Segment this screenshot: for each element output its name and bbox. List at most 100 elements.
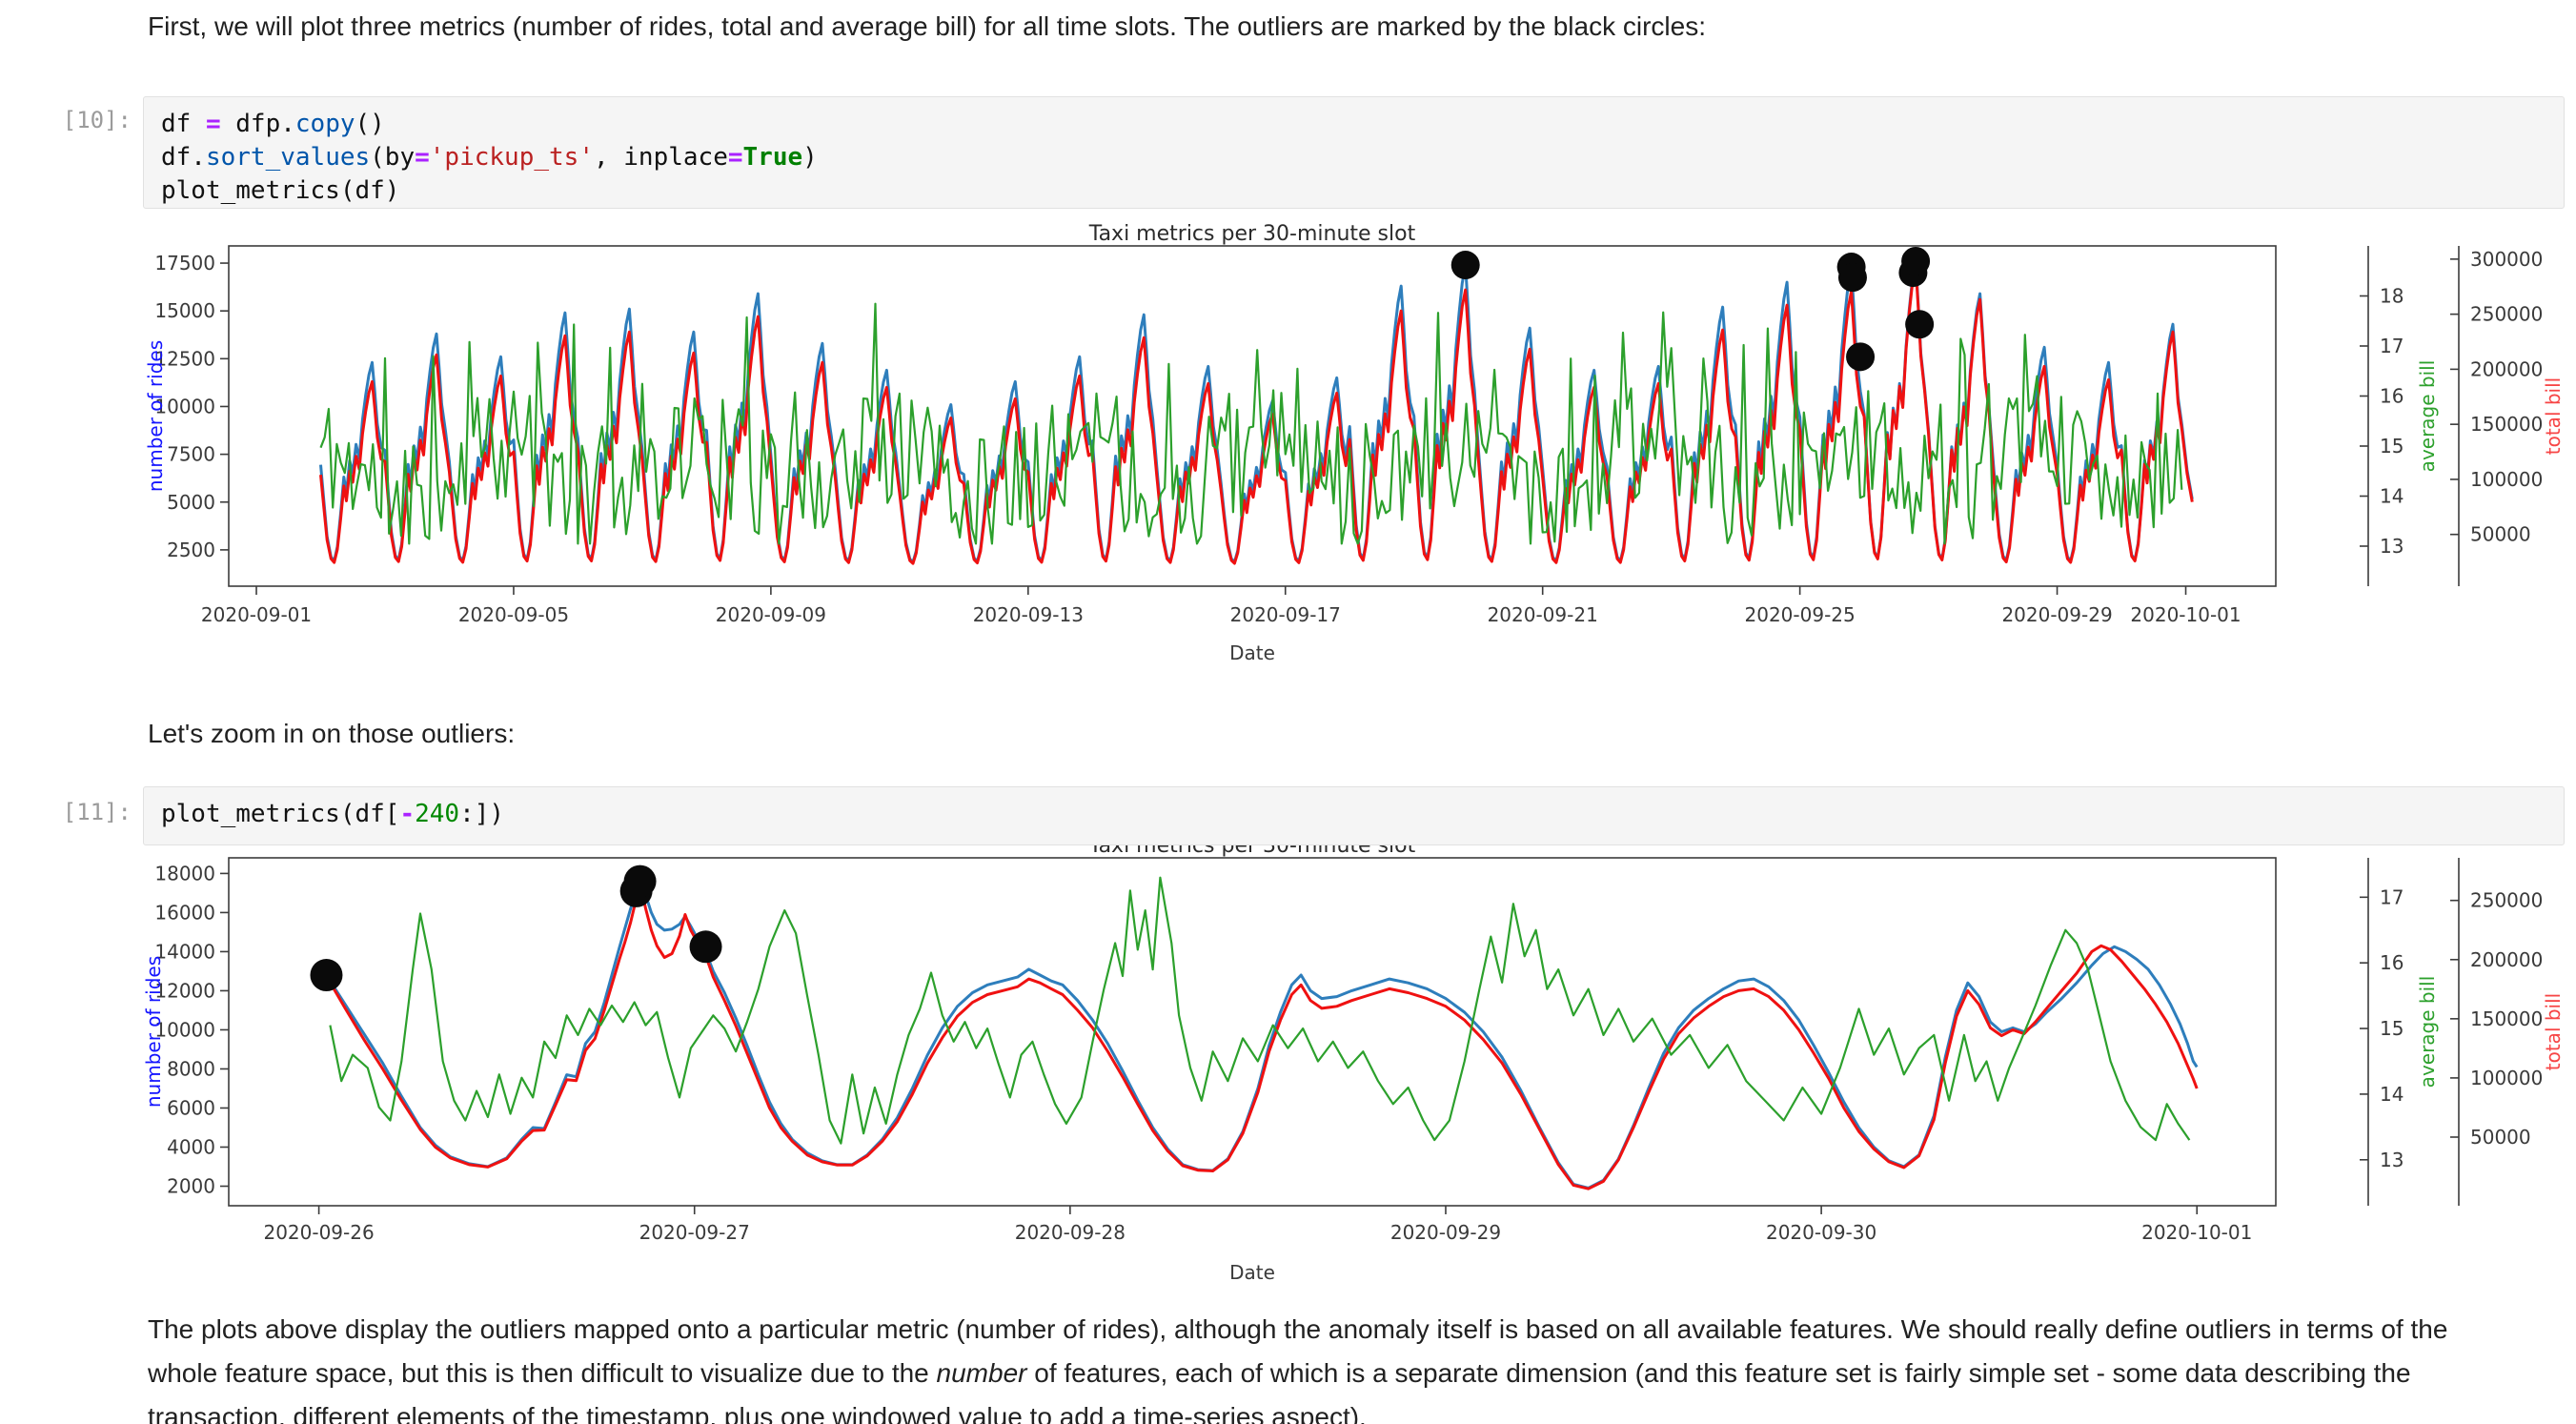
x-tick-label: 2020-09-21 [1488,603,1598,626]
y-tick-label: 10000 [154,395,215,417]
code-line: df.sort_values(by='pickup_ts', inplace=T… [161,143,818,172]
x-tick-label: 2020-09-01 [201,603,312,626]
y-tick-label: 15 [2380,435,2404,458]
chart-title: Taxi metrics per 30-minute slot [1088,222,1416,246]
outlier-dot [1898,258,1928,288]
cell-10-execution-prompt: [10]: [62,107,132,133]
y-tick-label: 14000 [154,940,215,963]
code-line: plot_metrics(df[-240:]) [161,800,505,828]
outlier-dot [1450,251,1480,280]
rides-axis: 2000 4000 6000 8000 10000 12000 14000 16000 1800… [142,862,229,1197]
y-tick-label: 18 [2380,285,2404,308]
y-tick-label: 13 [2380,1149,2404,1171]
y-tick-label: 6000 [167,1096,215,1119]
closing-paragraph-part1: The plots above display the outliers map… [148,1314,2448,1388]
x-tick-label: 2020-09-29 [2001,603,2112,626]
x-tick-label: 2020-09-29 [1390,1221,1501,1244]
y-tick-label: 150000 [2470,413,2543,436]
series-number-of-rides [319,259,2194,564]
x-tick-label: 2020-09-27 [639,1221,750,1244]
y-tick-label: 17 [2380,885,2404,908]
outlier-dot [310,959,343,992]
plot-frame [228,857,2277,1207]
outlier-markers [1450,247,1935,372]
y-tick-label: 250000 [2470,303,2543,326]
x-tick-label: 2020-09-26 [263,1221,374,1244]
y-tick-label: 16 [2380,951,2404,974]
series-number-of-rides [325,880,2199,1190]
y-tick-label: 150000 [2470,1007,2543,1030]
x-axis-label: Date [1229,641,1275,664]
y-tick-label: 200000 [2470,948,2543,971]
outlier-dot [1901,247,1931,276]
y-tick-label: 2000 [167,1174,215,1197]
x-tick-label: 2020-09-05 [458,603,569,626]
rides-axis-label: number of rides [142,956,165,1108]
y-tick-label: 5000 [167,491,215,514]
avg-axis-label: average bill [2416,360,2439,473]
y-tick-label: 50000 [2470,1126,2531,1149]
x-tick-label: 2020-09-09 [716,603,826,626]
x-axis-label: Date [1229,1261,1275,1284]
y-tick-label: 15000 [154,299,215,322]
y-tick-label: 250000 [2470,889,2543,912]
code-line: df = dfp.copy() [161,110,385,138]
avg-axis: 13 14 15 16 17 18 average bill [2360,246,2439,586]
outlier-dot [689,930,722,964]
code-line: plot_metrics(df) [161,176,400,205]
x-tick-label: 2020-09-28 [1015,1221,1126,1244]
series-average-bill [329,876,2191,1145]
closing-paragraph-part2: of features, each of which is a separate… [148,1358,2411,1424]
total-axis-label: total bill [2542,993,2565,1070]
x-tick-label: 2020-09-13 [973,603,1084,626]
markdown-zoom-note: Let's zoom in on those outliers: [148,719,516,748]
y-tick-label: 12500 [154,347,215,370]
x-axis: 2020-09-01 2020-09-05 2020-09-09 2020-09-13… [201,586,2241,664]
rides-axis-label: number of rides [144,340,167,492]
y-tick-label: 8000 [167,1057,215,1080]
y-tick-label: 100000 [2470,1067,2543,1089]
x-tick-label: 2020-09-17 [1230,603,1341,626]
y-tick-label: 12000 [154,979,215,1002]
y-tick-label: 300000 [2470,248,2543,271]
rides-axis: 2500 5000 7500 10000 12500 15000 17500 number o… [144,252,229,561]
series-average-bill [319,302,2183,545]
y-tick-label: 100000 [2470,468,2543,491]
y-tick-label: 17500 [154,252,215,275]
total-axis: 50000 100000 150000 200000 250000 total bill [2450,858,2565,1206]
y-tick-label: 16000 [154,901,215,924]
outlier-dot [1846,342,1876,372]
closing-paragraph-italic-word: number [936,1358,1027,1388]
outlier-dot [1905,310,1935,339]
outlier-dot [1836,253,1866,282]
cell-10-code-editor[interactable]: df = dfp.copy() df.sort_values(by='pickup… [143,96,2565,209]
y-tick-label: 50000 [2470,523,2531,546]
markdown-intro: First, we will plot three metrics (numbe… [148,11,1706,41]
avg-axis-label: average bill [2416,976,2439,1088]
y-tick-label: 2500 [167,539,215,561]
cell-11-execution-prompt: [11]: [62,799,132,825]
chart-output-2: Taxi metrics per 30-minute slot2020-09-2… [142,834,2565,1284]
y-tick-label: 4000 [167,1135,215,1158]
closing-paragraph: The plots above display the outliers map… [148,1308,2454,1424]
y-tick-label: 10000 [154,1018,215,1041]
outlier-dot [1837,263,1867,293]
cell-11-code-editor[interactable]: plot_metrics(df[-240:]) [143,786,2565,845]
y-tick-label: 16 [2380,385,2404,408]
outlier-markers [310,865,722,992]
total-axis-label: total bill [2542,377,2565,455]
x-tick-label: 2020-09-25 [1745,603,1856,626]
y-tick-label: 14 [2380,1083,2404,1106]
plot-frame [228,245,2277,587]
y-tick-label: 14 [2380,485,2404,508]
x-tick-label: 2020-09-30 [1766,1221,1876,1244]
y-tick-label: 200000 [2470,357,2543,380]
outlier-dot [623,865,657,898]
series-total-bill [319,263,2194,565]
outlier-dot [619,874,653,907]
y-tick-label: 18000 [154,862,215,885]
x-axis: 2020-09-26 2020-09-27 2020-09-28 2020-09-29… [263,1206,2252,1284]
y-tick-label: 15 [2380,1017,2404,1040]
chart-output-1: Taxi metrics per 30-minute slot 2020-09-0… [144,222,2565,664]
